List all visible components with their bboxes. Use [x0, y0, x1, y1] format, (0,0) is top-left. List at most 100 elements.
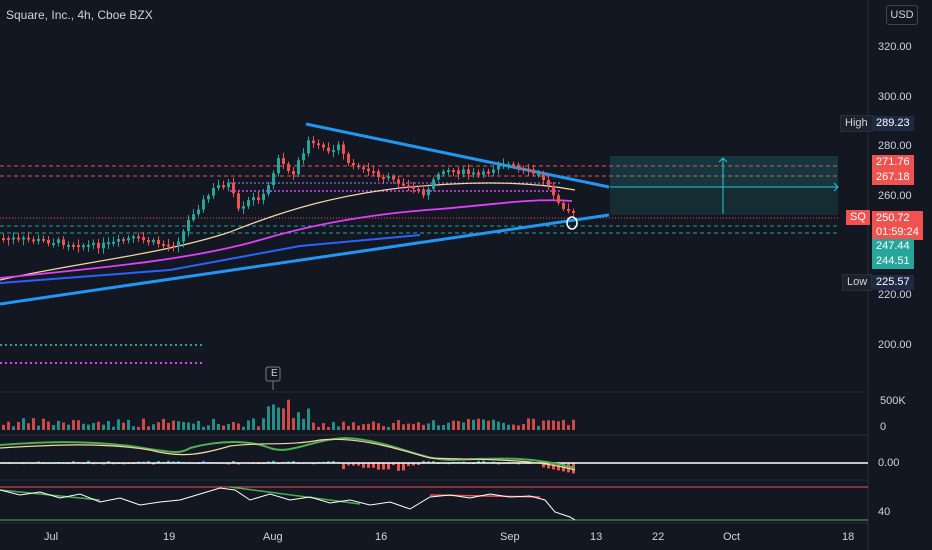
resistance-tag-1: 271.76 — [872, 155, 914, 170]
candle-body — [342, 144, 345, 154]
volume-bar — [407, 423, 410, 430]
candle-body — [277, 158, 280, 174]
candle-body — [352, 162, 355, 166]
volume-bar — [152, 424, 155, 430]
macd-bar — [157, 460, 160, 463]
volume-bar — [532, 418, 535, 430]
volume-bar — [197, 420, 200, 430]
high-value-tag: 289.23 — [872, 116, 914, 131]
candle-body — [217, 185, 220, 188]
volume-bar — [522, 424, 525, 430]
candle-body — [297, 160, 300, 175]
candle-body — [212, 187, 215, 196]
candle-body — [572, 210, 575, 213]
candle-body — [382, 176, 385, 179]
candle-body — [262, 193, 265, 201]
volume-bar — [107, 421, 110, 430]
macd-bar — [382, 463, 385, 470]
earnings-marker[interactable] — [265, 366, 281, 390]
volume-bar — [537, 425, 540, 430]
volume-bar — [262, 418, 265, 430]
candle-body — [537, 173, 540, 176]
macd-bar — [87, 460, 90, 463]
candle-body — [222, 185, 225, 188]
volume-bar — [367, 423, 370, 430]
price-tick: 300.00 — [878, 91, 912, 103]
volume-bar — [332, 421, 335, 430]
volume-bar — [412, 423, 415, 430]
volume-bar — [337, 426, 340, 430]
volume-bar — [222, 425, 225, 430]
macd-bar — [267, 461, 270, 463]
candlesticks[interactable] — [2, 136, 575, 254]
volume-bar — [467, 418, 470, 430]
candle-body — [542, 173, 545, 180]
volume-bar — [277, 407, 280, 430]
candle-body — [102, 242, 105, 249]
volume-bar — [102, 424, 105, 430]
volume-bar — [287, 399, 290, 430]
volume-bar — [242, 426, 245, 430]
candle-body — [287, 163, 290, 172]
candle-body — [317, 143, 320, 146]
macd-bar — [177, 461, 180, 463]
macd-bar — [372, 463, 375, 468]
candle-body — [62, 239, 65, 245]
rsi-tick: 40 — [878, 506, 891, 518]
candle-body — [57, 239, 60, 244]
candle-body — [112, 241, 115, 244]
earnings-label[interactable]: E — [271, 368, 278, 379]
candle-body — [227, 182, 230, 188]
candle-body — [207, 195, 210, 200]
macd-bar — [357, 463, 360, 466]
candle-body — [387, 176, 390, 179]
candle-body — [362, 167, 365, 170]
volume-bar — [32, 418, 35, 430]
volume-bar — [527, 418, 530, 430]
candle-body — [77, 245, 80, 248]
volume-bar — [252, 418, 255, 430]
volume-bar — [447, 422, 450, 430]
candle-body — [37, 238, 40, 242]
currency-button[interactable]: USD — [886, 5, 918, 25]
volume-bar — [427, 423, 430, 430]
volume-bar — [147, 426, 150, 430]
candle-body — [412, 186, 415, 189]
long-position-tool[interactable] — [610, 156, 839, 215]
macd-bar — [342, 463, 345, 470]
volume-bar — [317, 426, 320, 430]
triangle-trendlines[interactable] — [0, 122, 610, 306]
horizontal-levels[interactable] — [0, 165, 840, 364]
candle-body — [417, 188, 420, 191]
symbol-tag: SQ — [846, 210, 870, 225]
symbol-title[interactable]: Square, Inc., 4h, Cboe BZX — [6, 8, 153, 22]
candle-body — [557, 195, 560, 203]
price-highlight-circle[interactable] — [566, 216, 578, 230]
price-tick: 320.00 — [878, 41, 912, 53]
volume-bar — [267, 406, 270, 430]
volume-bar — [327, 426, 330, 430]
candle-body — [247, 200, 250, 207]
macd-bar — [272, 460, 275, 463]
volume-bar — [422, 424, 425, 430]
volume-bar — [312, 422, 315, 430]
candle-body — [452, 170, 455, 173]
volume-bar — [572, 419, 575, 430]
candle-body — [312, 140, 315, 144]
volume-bar — [292, 418, 295, 430]
volume-bar — [377, 423, 380, 430]
volume-bar — [462, 422, 465, 430]
macd-bar — [102, 463, 105, 465]
volume-bar — [352, 422, 355, 430]
time-tick: 13 — [590, 531, 603, 543]
candle-body — [192, 214, 195, 220]
macd-bar — [332, 460, 335, 463]
rsi-indicator — [0, 486, 868, 521]
candle-body — [327, 147, 330, 152]
volume-bar — [17, 421, 20, 430]
volume-bar — [457, 421, 460, 430]
macd-bar — [387, 463, 390, 470]
moving-averages — [0, 182, 576, 284]
candle-body — [72, 244, 75, 247]
